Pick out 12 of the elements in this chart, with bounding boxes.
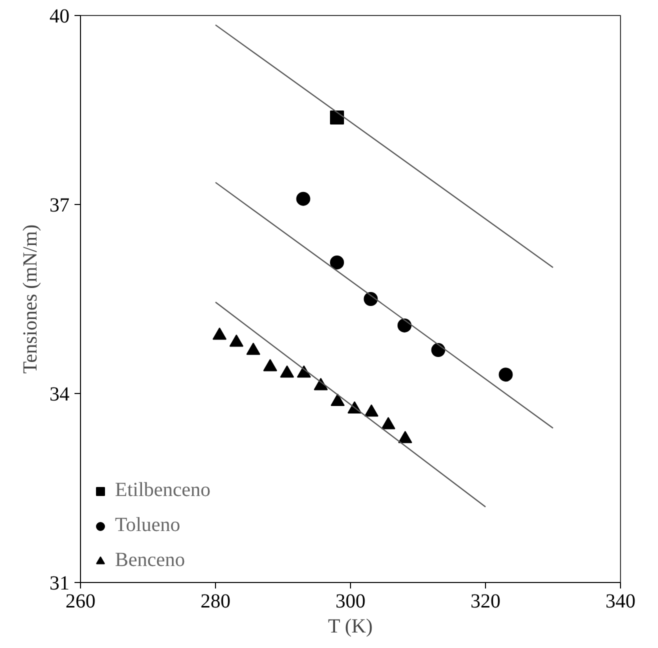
- y-tick-label: 40: [50, 6, 70, 28]
- legend-label: Etilbenceno: [115, 479, 211, 502]
- legend-label: Benceno: [115, 549, 185, 572]
- x-axis-title: T (K): [328, 616, 373, 638]
- x-tick-label: 340: [606, 590, 636, 612]
- y-tick-label: 34: [50, 384, 70, 406]
- y-tick-label: 37: [50, 194, 70, 216]
- y-axis-title: Tensiones (mN/m): [20, 224, 42, 374]
- x-tick-label: 300: [336, 590, 366, 612]
- legend-label: Tolueno: [115, 514, 180, 537]
- x-tick-label: 320: [470, 590, 500, 612]
- x-tick-label: 280: [200, 590, 230, 612]
